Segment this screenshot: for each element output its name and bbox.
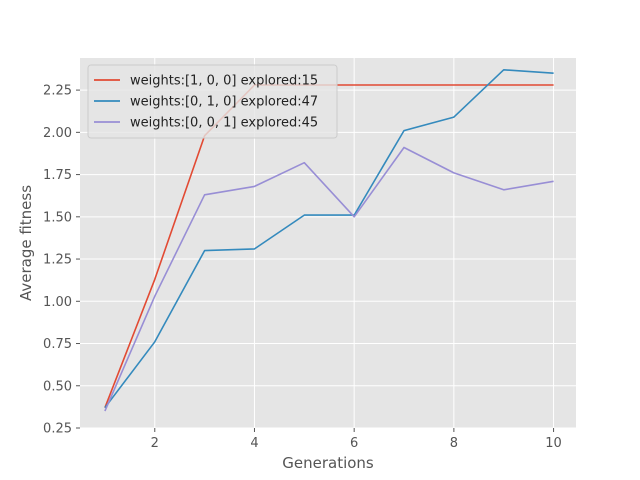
legend-label: weights:[0, 0, 1] explored:45	[130, 116, 318, 131]
x-tick-label: 2	[151, 436, 159, 451]
x-tick-label: 6	[350, 436, 358, 451]
y-tick-label: 1.50	[43, 210, 72, 225]
legend-label: weights:[1, 0, 0] explored:15	[130, 74, 318, 89]
y-tick-label: 1.25	[43, 253, 72, 268]
x-axis-ticks: 2 4 6 8 10	[151, 428, 562, 451]
x-tick-label: 8	[450, 436, 458, 451]
y-tick-label: 0.50	[43, 379, 72, 394]
series-line-3	[104, 146, 554, 412]
y-axis-title: Average fitness	[17, 185, 35, 301]
y-tick-label: 2.25	[43, 84, 72, 99]
y-tick-label: 0.75	[43, 337, 72, 352]
x-axis-title: Generations	[282, 454, 374, 472]
y-tick-label: 0.25	[43, 422, 72, 437]
x-tick-label: 10	[545, 436, 562, 451]
y-axis-ticks: 0.25 0.50 0.75 1.00 1.25 1.50 1.75 2.00 2.25	[43, 84, 80, 437]
y-tick-label: 2.00	[43, 126, 72, 141]
series-line-2	[104, 69, 554, 409]
legend-label: weights:[0, 1, 0] explored:47	[130, 95, 318, 110]
x-tick-label: 4	[250, 436, 258, 451]
y-tick-label: 1.00	[43, 295, 72, 310]
legend: weights:[1, 0, 0] explored:15 weights:[0,…	[87, 64, 338, 139]
legend-box	[87, 64, 338, 139]
y-tick-label: 1.75	[43, 168, 72, 183]
